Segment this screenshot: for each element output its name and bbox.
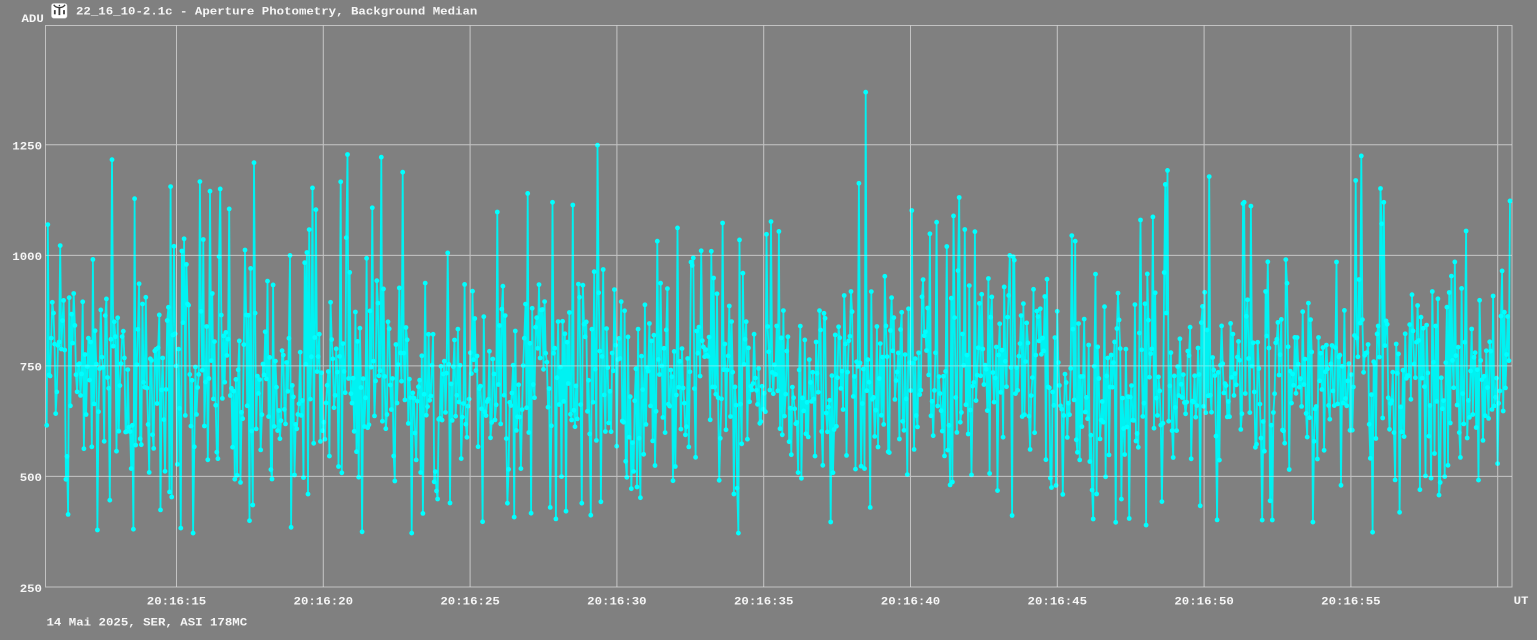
- svg-text:22_16_10-2.1c - Aperture Photo: 22_16_10-2.1c - Aperture Photometry, Bac…: [76, 5, 477, 18]
- svg-text:500: 500: [20, 472, 42, 485]
- svg-text:20:16:55: 20:16:55: [1321, 595, 1380, 608]
- svg-text:250: 250: [20, 582, 42, 595]
- svg-text:20:16:50: 20:16:50: [1174, 595, 1233, 608]
- svg-text:20:16:45: 20:16:45: [1028, 595, 1087, 608]
- svg-text:ADU: ADU: [22, 12, 44, 25]
- svg-text:20:16:35: 20:16:35: [734, 595, 793, 608]
- svg-text:20:16:20: 20:16:20: [294, 595, 353, 608]
- svg-text:20:16:25: 20:16:25: [440, 595, 499, 608]
- svg-text:1250: 1250: [12, 140, 42, 153]
- svg-text:UT: UT: [1514, 595, 1529, 608]
- svg-text:14 Mai 2025, SER, ASI 178MC: 14 Mai 2025, SER, ASI 178MC: [47, 616, 248, 629]
- svg-text:20:16:40: 20:16:40: [881, 595, 940, 608]
- svg-text:20:16:15: 20:16:15: [147, 595, 206, 608]
- svg-text:750: 750: [20, 361, 42, 374]
- svg-text:1000: 1000: [12, 251, 42, 264]
- svg-text:20:16:30: 20:16:30: [587, 595, 646, 608]
